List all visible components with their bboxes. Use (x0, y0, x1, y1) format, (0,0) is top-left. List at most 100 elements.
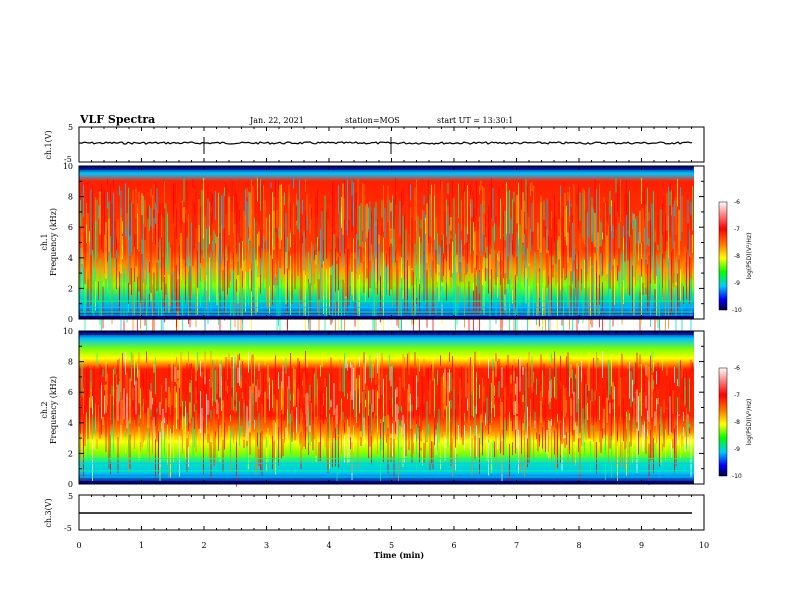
spectro-streak (161, 385, 162, 405)
spectro-streak (531, 202, 533, 232)
spectro-streak (354, 391, 356, 417)
ch2-colorbar-bar (718, 367, 728, 477)
spectro-streak (576, 380, 578, 419)
x-tick-label-5: 5 (389, 541, 394, 550)
spectro-streak (294, 379, 296, 392)
spectro-streak (216, 236, 218, 249)
spectro-streak (495, 254, 497, 285)
spectro-streak (183, 178, 185, 202)
spectro-streak (117, 277, 119, 288)
spectro-streak (347, 253, 348, 298)
spectro-streak (399, 425, 401, 447)
y-tick-label-0: 0 (68, 315, 73, 324)
spectro-streak (344, 356, 345, 397)
spectro-streak (228, 352, 230, 363)
spectro-streak (102, 369, 104, 377)
spectro-streak (557, 414, 558, 422)
spectro-streak (171, 274, 173, 315)
spectro-streak (218, 253, 219, 262)
spectro-streak (134, 416, 135, 449)
spectro-streak (371, 364, 372, 383)
spectro-streak (617, 265, 618, 281)
spectro-streak (306, 392, 308, 427)
spectro-streak (677, 178, 678, 207)
spectro-streak (305, 393, 306, 415)
spectro-streak (414, 434, 416, 441)
spectro-streak (263, 242, 264, 293)
spectro-streak (333, 234, 335, 284)
spectro-streak (540, 245, 542, 302)
spectro-streak (605, 435, 606, 480)
spectro-streak (447, 372, 449, 405)
spectro-streak (369, 390, 371, 404)
spectro-streak (426, 272, 428, 300)
spectro-streak (324, 427, 326, 448)
spectro-streak (609, 413, 611, 449)
x-tick-label-8: 8 (576, 541, 581, 550)
spectro-streak (434, 195, 435, 240)
spectro-streak (483, 402, 485, 411)
spectro-streak (338, 435, 339, 468)
spectro-streak (543, 271, 545, 322)
spectro-streak (606, 221, 608, 274)
spectro-streak (396, 268, 398, 305)
spectro-streak (606, 201, 608, 236)
spectro-streak (404, 215, 405, 280)
spectro-streak (563, 206, 564, 269)
spectro-streak (654, 411, 656, 426)
spectro-streak (542, 427, 543, 449)
spectro-streak (219, 439, 221, 462)
spectro-streak (389, 380, 390, 415)
spectro-streak (572, 427, 573, 465)
spectro-streak (528, 426, 530, 464)
spectro-streak (141, 253, 143, 308)
spectro-streak (576, 425, 578, 439)
ch1-colorbar-tick-3: -9 (734, 280, 740, 287)
spectro-streak (234, 356, 236, 392)
spectro-streak (212, 240, 213, 252)
spectro-streak (312, 412, 314, 451)
spectro-streak (669, 266, 671, 302)
spectro-streak (246, 201, 248, 244)
spectro-streak (663, 196, 665, 208)
spectro-streak (110, 394, 111, 420)
spectro-streak (398, 439, 399, 482)
spectro-streak (288, 184, 290, 252)
spectro-streak (654, 367, 656, 391)
spectro-streak (450, 421, 452, 452)
spectro-streak (170, 441, 171, 478)
spectro-streak (612, 402, 614, 409)
spectro-streak (240, 237, 242, 269)
spectro-streak (575, 254, 576, 296)
spectro-streak (509, 190, 510, 234)
ch3-voltage-xticks (78, 495, 705, 530)
spectro-streak (599, 183, 600, 247)
spectro-streak (285, 212, 287, 274)
spectro-streak (126, 213, 128, 278)
spectro-streak (212, 381, 213, 399)
spectro-streak (596, 442, 597, 474)
spectro-streak (447, 406, 449, 448)
spectro-streak (515, 401, 516, 439)
spectro-streak (524, 412, 525, 449)
spectro-streak (585, 247, 587, 315)
spectro-streak (126, 371, 128, 415)
spectro-streak (392, 423, 393, 457)
spectro-streak (567, 427, 569, 465)
ch1-colorbar-bar (718, 201, 728, 311)
spectro-streak (135, 380, 137, 415)
spectro-streak (642, 205, 644, 242)
spectro-streak (317, 378, 318, 419)
spectro-streak (440, 180, 441, 190)
spectro-streak (489, 386, 491, 423)
spectro-streak (414, 285, 416, 323)
spectro-streak (596, 260, 597, 291)
spectro-streak (188, 421, 189, 432)
spectro-streak (498, 186, 500, 228)
spectro-streak (432, 357, 434, 381)
spectro-streak (353, 203, 354, 227)
spectro-streak (171, 360, 173, 382)
spectro-streak (306, 216, 308, 231)
spectro-streak (377, 352, 378, 374)
y-tick-label-3: 6 (68, 223, 73, 232)
